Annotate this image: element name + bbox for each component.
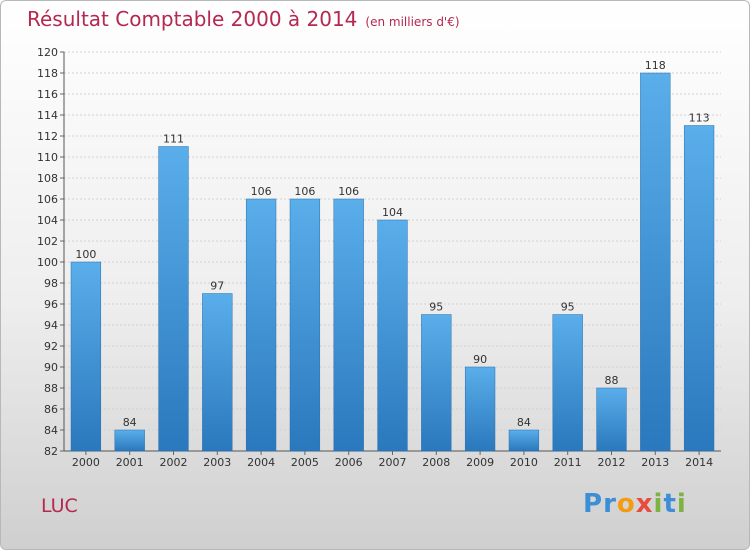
logo-letter: i — [676, 489, 687, 519]
x-tick-label: 2014 — [685, 456, 713, 469]
bar-value-label: 118 — [645, 59, 666, 72]
bar — [333, 198, 364, 452]
y-tick-label: 88 — [44, 382, 58, 395]
y-tick-label: 104 — [37, 214, 58, 227]
y-tick-label: 114 — [37, 109, 58, 122]
logo-letter: r — [603, 489, 617, 519]
x-tick-label: 2008 — [422, 456, 450, 469]
y-tick-label: 120 — [37, 46, 58, 59]
bar-value-label: 111 — [163, 133, 184, 146]
x-tick-label: 2012 — [598, 456, 626, 469]
y-tick-label: 106 — [37, 193, 58, 206]
y-tick-label: 92 — [44, 340, 58, 353]
y-tick-label: 96 — [44, 298, 58, 311]
bar — [202, 293, 233, 452]
logo-letter: i — [653, 489, 664, 519]
y-tick-label: 90 — [44, 361, 58, 374]
proxiti-logo: Proxiti — [583, 489, 687, 519]
bar-value-label: 97 — [210, 280, 224, 293]
bar — [70, 261, 102, 452]
bar-value-label: 113 — [689, 112, 710, 125]
bar — [377, 219, 408, 452]
commune-name: LUC — [41, 495, 78, 517]
bar — [508, 429, 540, 452]
x-tick-label: 2001 — [116, 456, 144, 469]
logo-letter: o — [616, 489, 636, 519]
y-tick-label: 98 — [44, 277, 58, 290]
bar — [683, 125, 715, 452]
bar — [596, 387, 627, 452]
bar-value-label: 100 — [75, 248, 96, 261]
bar-value-label: 95 — [429, 301, 443, 314]
x-tick-label: 2007 — [379, 456, 407, 469]
x-tick-label: 2009 — [466, 456, 494, 469]
y-tick-label: 82 — [44, 445, 58, 458]
bar-value-label: 84 — [517, 416, 531, 429]
bar-value-label: 106 — [338, 185, 359, 198]
y-tick-label: 84 — [44, 424, 58, 437]
x-tick-label: 2005 — [291, 456, 319, 469]
y-tick-label: 108 — [37, 172, 58, 185]
y-tick-label: 116 — [37, 88, 58, 101]
y-tick-label: 94 — [44, 319, 58, 332]
x-tick-label: 2013 — [641, 456, 669, 469]
x-tick-label: 2006 — [335, 456, 363, 469]
x-tick-label: 2003 — [203, 456, 231, 469]
y-tick-label: 110 — [37, 151, 58, 164]
bar — [552, 314, 583, 452]
bar — [640, 72, 671, 452]
x-tick-label: 2011 — [554, 456, 582, 469]
x-tick-label: 2000 — [72, 456, 100, 469]
bar-value-label: 104 — [382, 206, 403, 219]
bar-value-label: 88 — [605, 374, 619, 387]
bar-value-label: 84 — [123, 416, 137, 429]
x-tick-label: 2004 — [247, 456, 275, 469]
y-tick-label: 100 — [37, 256, 58, 269]
bar — [421, 314, 452, 452]
bar — [158, 146, 189, 452]
y-tick-label: 102 — [37, 235, 58, 248]
bar-value-label: 95 — [561, 301, 575, 314]
y-tick-label: 112 — [37, 130, 58, 143]
x-tick-label: 2010 — [510, 456, 538, 469]
logo-letter: P — [583, 489, 604, 519]
bar-value-label: 90 — [473, 353, 487, 366]
bar — [245, 198, 277, 452]
y-tick-label: 86 — [44, 403, 58, 416]
chart-title-text: Résultat Comptable 2000 à 2014 — [27, 7, 358, 31]
bar — [114, 429, 145, 452]
chart-title: Résultat Comptable 2000 à 2014 (en millie… — [27, 7, 460, 31]
logo-letter: t — [663, 489, 677, 519]
logo-letter: x — [635, 489, 654, 519]
chart-subtitle: (en milliers d'€) — [365, 15, 460, 29]
y-tick-label: 118 — [37, 67, 58, 80]
bar-value-label: 106 — [251, 185, 272, 198]
x-tick-label: 2002 — [160, 456, 188, 469]
bar-value-label: 106 — [294, 185, 315, 198]
bar — [464, 366, 496, 452]
bar — [289, 198, 321, 452]
